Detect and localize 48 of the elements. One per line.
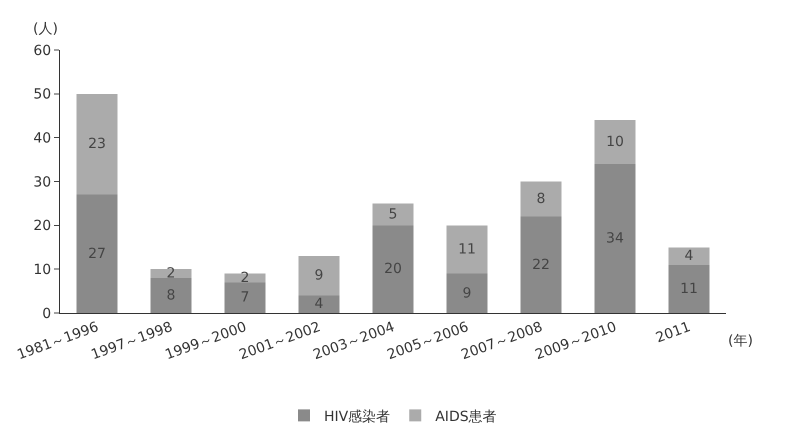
bar (668, 247, 710, 265)
x-axis-title: (年) (728, 333, 753, 349)
bar (224, 282, 266, 313)
data-label: 2 (166, 266, 176, 282)
bar (446, 225, 488, 274)
bar (446, 274, 488, 313)
data-label: 20 (384, 261, 402, 278)
data-label: 5 (388, 206, 398, 222)
legend-label: HIV感染者 (324, 408, 390, 425)
y-tick-label: 30 (33, 174, 52, 190)
legend-label: AIDS患者 (435, 408, 497, 425)
bar (520, 216, 562, 313)
data-label: 7 (240, 290, 250, 306)
data-label: 2 (240, 270, 250, 286)
bar (150, 269, 192, 278)
data-label: 23 (88, 136, 106, 152)
data-label: 9 (314, 268, 324, 284)
bar (224, 274, 266, 282)
y-axis-title: (人) (33, 21, 58, 37)
bar (520, 182, 562, 217)
bar (76, 194, 118, 313)
y-tick-label: 0 (42, 306, 52, 322)
y-tick-label: 20 (33, 218, 52, 234)
bar (594, 164, 636, 313)
data-label: 11 (458, 241, 476, 258)
data-label: 4 (314, 296, 324, 312)
bar (298, 256, 340, 296)
data-label: 8 (536, 191, 546, 208)
data-label: 22 (532, 256, 550, 273)
bar (76, 94, 118, 195)
data-label: 10 (606, 134, 624, 150)
bar (372, 203, 414, 226)
data-label: 8 (166, 287, 176, 304)
bar (372, 225, 414, 313)
y-tick-label: 10 (33, 262, 52, 278)
bar (668, 264, 710, 313)
y-tick-label: 40 (33, 130, 52, 147)
bar (594, 120, 636, 164)
bar (298, 295, 340, 313)
data-label: 4 (684, 248, 694, 264)
y-tick-label: 50 (33, 86, 52, 103)
bar (150, 278, 192, 313)
data-label: 9 (462, 285, 472, 302)
x-tick-label: 2011 (654, 319, 693, 346)
y-tick-label: 60 (33, 42, 52, 59)
data-label: 34 (606, 230, 624, 246)
data-label: 11 (680, 280, 698, 297)
data-label: 27 (88, 246, 106, 262)
